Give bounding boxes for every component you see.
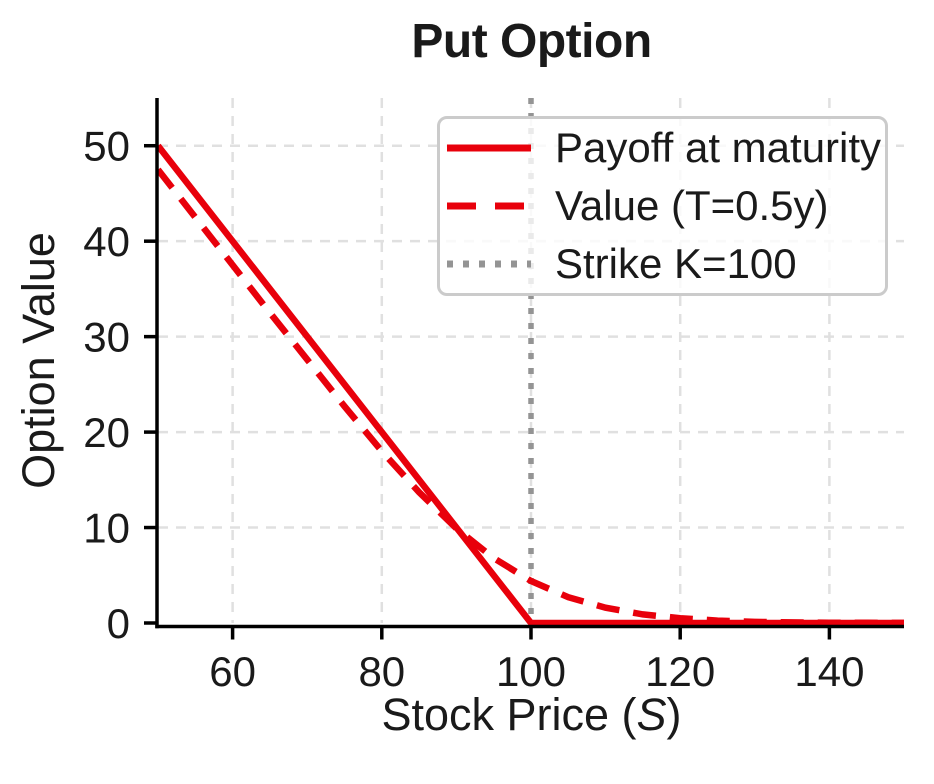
y-axis-label: Option Value	[13, 232, 64, 489]
axes	[144, 98, 904, 640]
x-tick-label-100: 100	[496, 648, 566, 695]
x-tick-label-60: 60	[209, 648, 256, 695]
chart-title: Put Option	[411, 15, 652, 68]
legend: Payoff at maturity Value (T=0.5y) Strike…	[437, 116, 888, 296]
x-axis-label-prefix: Stock Price (	[381, 689, 637, 740]
legend-item-value: Value (T=0.5y)	[447, 177, 885, 235]
x-axis-label: Stock Price (S)	[158, 692, 905, 737]
legend-label-payoff: Payoff at maturity	[555, 124, 882, 171]
y-tick-label-10: 10	[83, 505, 130, 552]
tick-labels: 60 80 100 120 140 0 10 20 30 40 50	[83, 123, 864, 695]
y-tick-label-30: 30	[83, 314, 130, 361]
x-axis-label-variable: S	[636, 689, 667, 740]
legend-swatch-dotted-line-icon	[447, 260, 531, 268]
legend-label-strike: Strike K=100	[555, 240, 797, 287]
y-tick-label-20: 20	[83, 409, 130, 456]
legend-item-payoff: Payoff at maturity	[447, 119, 885, 177]
legend-label-value: Value (T=0.5y)	[555, 182, 829, 229]
legend-item-strike: Strike K=100	[447, 235, 885, 293]
series-line-solid	[155, 143, 904, 627]
x-axis-label-suffix: )	[666, 689, 682, 740]
x-tick-label-120: 120	[645, 648, 715, 695]
series-line-dashed	[155, 167, 905, 627]
legend-swatch-solid-line-icon	[447, 144, 531, 152]
y-tick-label-40: 40	[83, 218, 130, 265]
x-tick-label-140: 140	[794, 648, 864, 695]
x-tick-label-80: 80	[358, 648, 405, 695]
y-tick-label-50: 50	[83, 123, 130, 170]
y-tick-label-0: 0	[107, 600, 130, 647]
legend-swatch-dashed-line-icon	[447, 202, 531, 210]
